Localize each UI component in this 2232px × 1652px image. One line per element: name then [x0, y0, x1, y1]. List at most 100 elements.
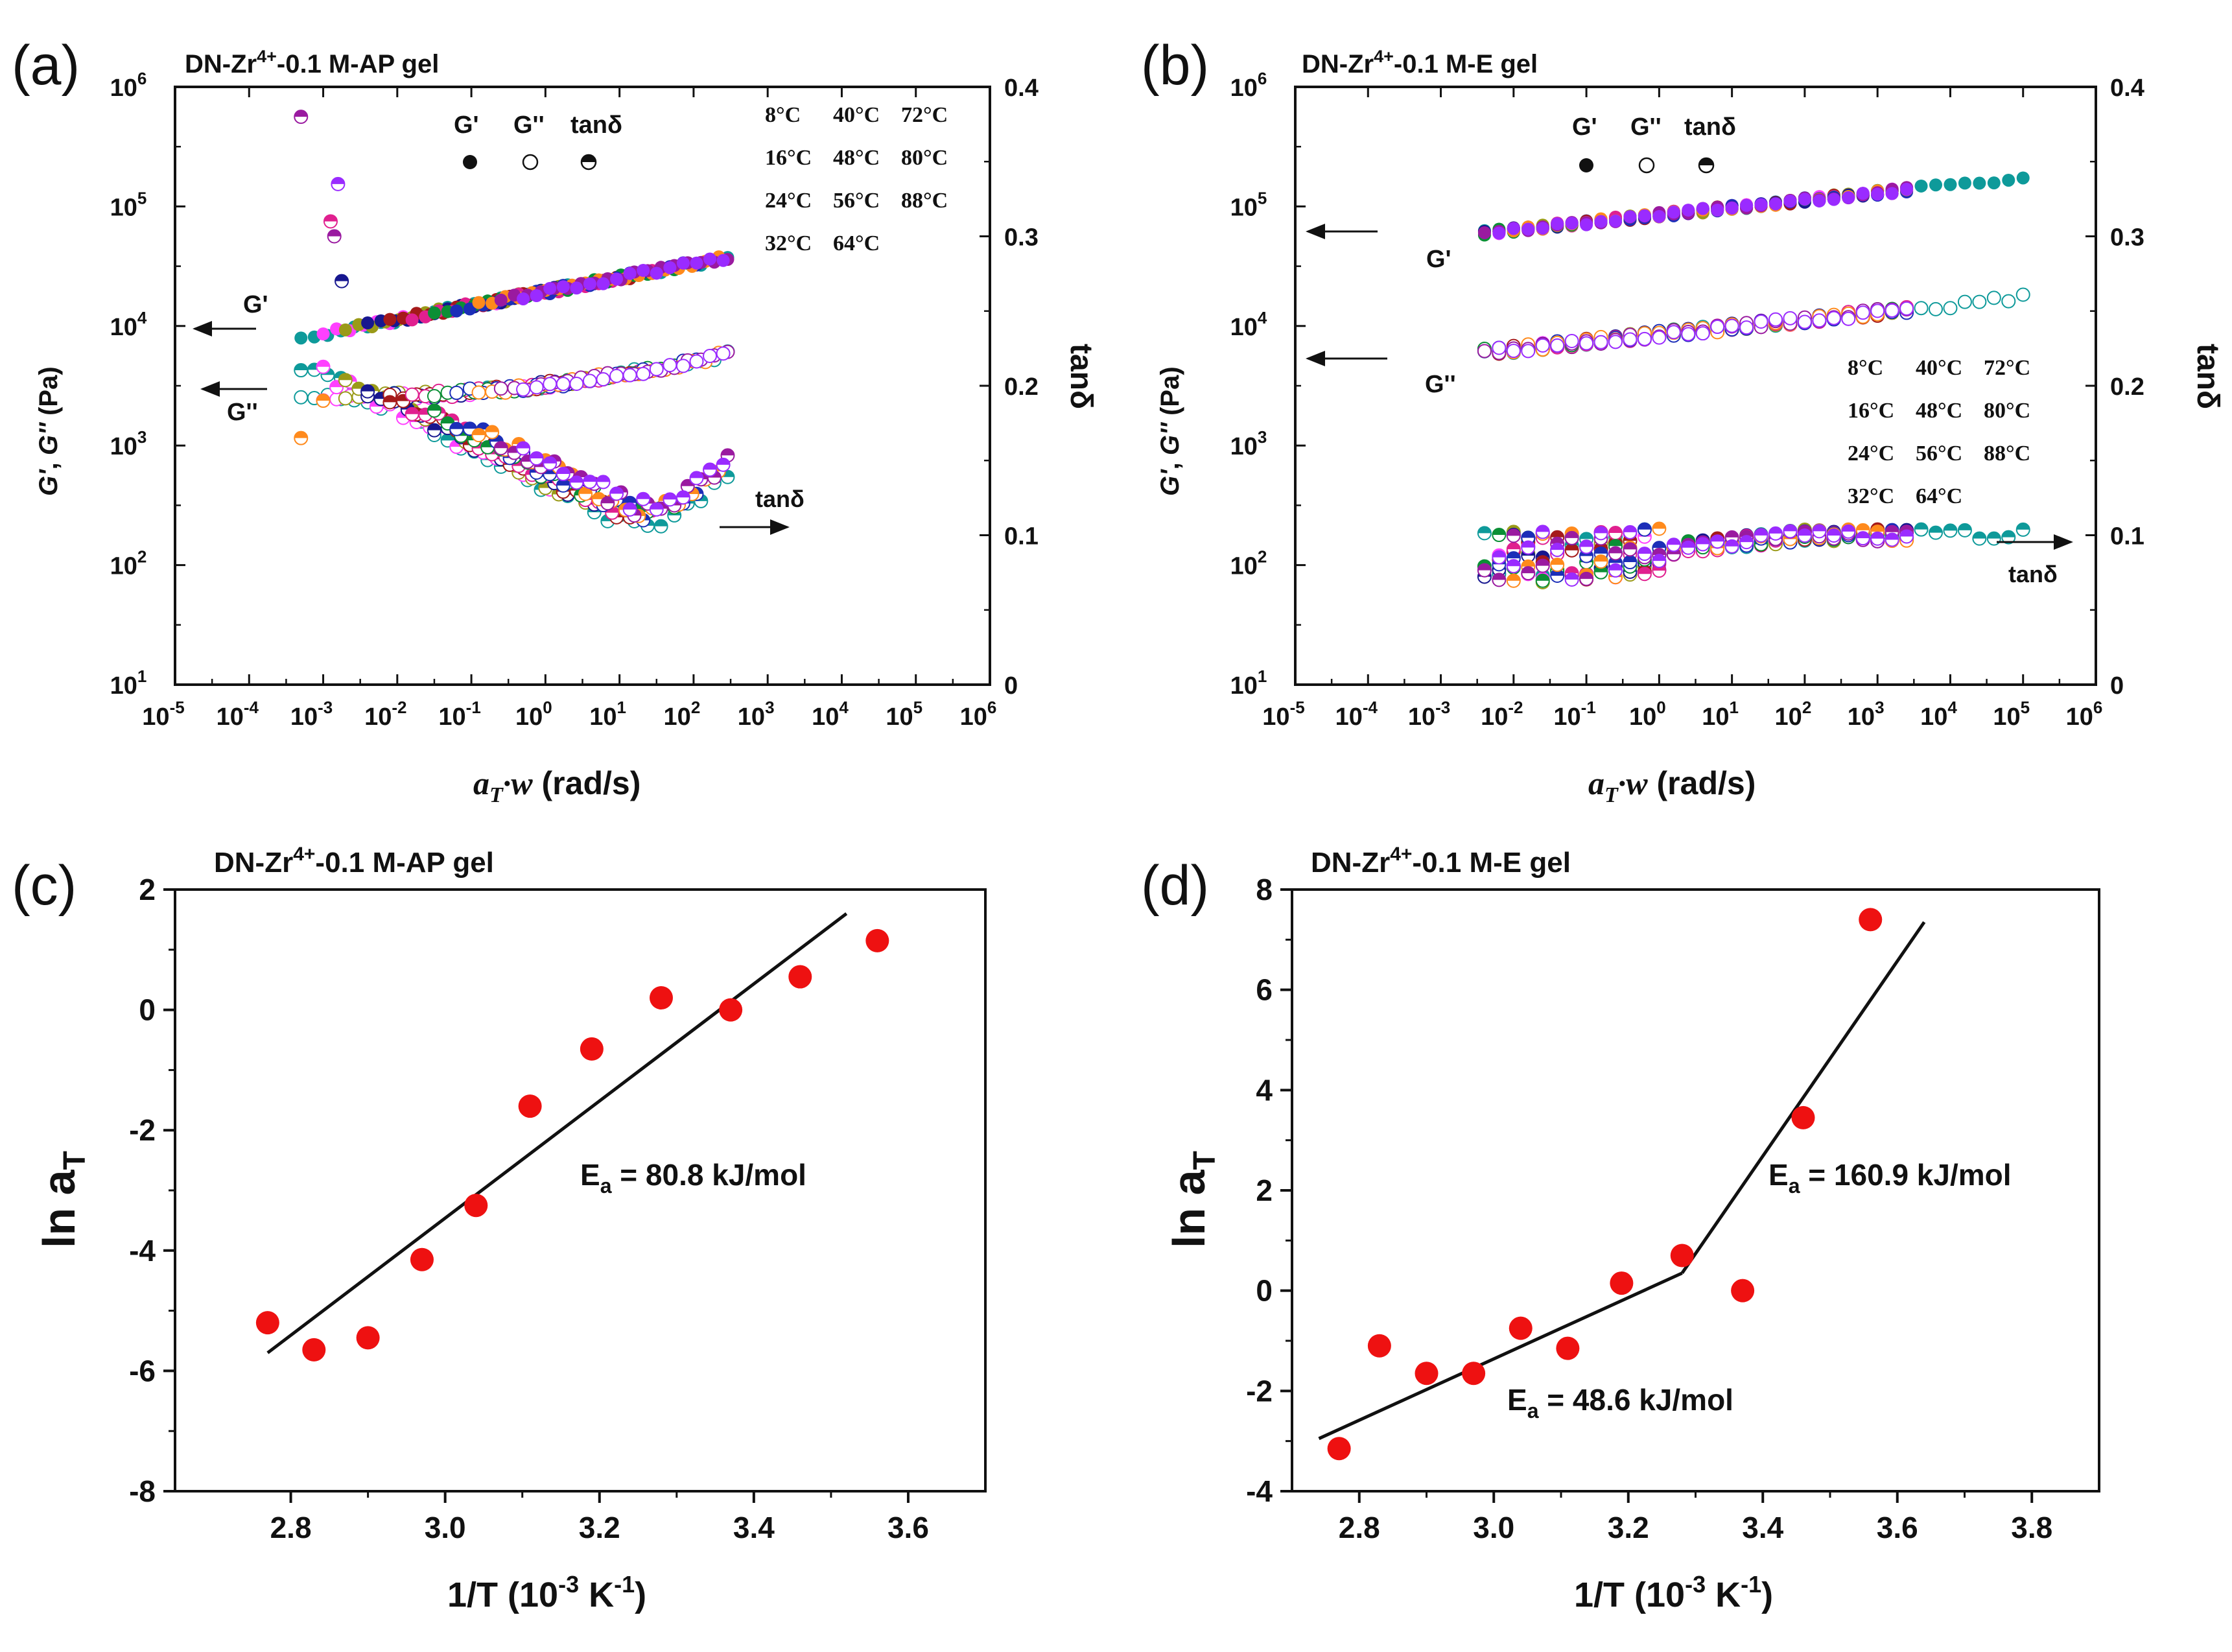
g-double-prime-point: [2015, 287, 2030, 302]
y2-axis-label: tanδ: [1064, 344, 1098, 409]
g-double-prime-point: [703, 348, 718, 363]
g-double-prime-point: [1710, 320, 1725, 335]
g-double-prime-point: [675, 359, 690, 373]
tan-delta-point: [485, 425, 500, 440]
x-tick-label: 103: [738, 698, 775, 731]
y-tick-label: 105: [1230, 188, 1267, 221]
temperature-legend-entry: 48°C: [1916, 399, 1962, 423]
g-double-prime-point: [1986, 290, 2001, 305]
panel-label: (a): [12, 34, 80, 97]
g-prime-point: [383, 313, 397, 326]
g-prime-point: [1565, 217, 1579, 230]
g-prime-point: [1973, 176, 1986, 190]
data-layer: [1318, 908, 1926, 1461]
g-double-prime-point: [338, 391, 353, 406]
tan-delta-point: [1521, 530, 1536, 545]
g-prime-point: [2016, 171, 2030, 185]
g-prime-point: [650, 266, 663, 280]
legend-gdoubleprime: G'': [1630, 113, 1662, 141]
data-point: [518, 1094, 542, 1118]
tan-delta-point: [1608, 546, 1623, 561]
temperature-legend-entry: 8°C: [1848, 356, 1883, 380]
data-point: [255, 1311, 279, 1335]
tan-delta-point: [1535, 558, 1550, 573]
g-double-prime-point: [1885, 303, 1899, 318]
temperature-legend-entry: 8°C: [765, 103, 801, 127]
x-tick-label: 105: [886, 698, 922, 731]
g-prime-point: [1580, 218, 1593, 231]
g-double-prime-point: [529, 380, 544, 395]
g-double-prime-point: [427, 388, 441, 403]
temperature-legend-entry: 40°C: [833, 103, 880, 127]
g-prime-point: [716, 254, 730, 267]
y-tick-label: 101: [110, 667, 147, 700]
y-tick-label: 0: [139, 993, 156, 1027]
x-tick-label: 102: [664, 698, 701, 731]
x-tick-label: 2.8: [270, 1511, 312, 1544]
annotation-gprime: G': [1306, 224, 1451, 273]
g-prime-point: [1477, 226, 1491, 239]
tan-delta-point: [1492, 528, 1507, 543]
data-layer: [1477, 171, 2030, 589]
g-prime-point: [1609, 214, 1622, 228]
g-prime-point: [1594, 215, 1608, 228]
y-tick-label: 106: [110, 69, 147, 102]
x-tick-label: 106: [960, 698, 997, 731]
temperature-legend-entry: 16°C: [1848, 399, 1894, 423]
g-prime-point: [596, 277, 610, 290]
y-tick-label: 8: [1256, 873, 1273, 906]
data-point: [1462, 1362, 1486, 1386]
g-prime-point: [494, 293, 508, 307]
temperature-legend-entry: 32°C: [1848, 484, 1894, 508]
g-prime-point: [623, 266, 637, 280]
tan-delta-point: [1754, 528, 1768, 543]
tan-delta-point: [1695, 537, 1710, 552]
temperature-legend-entry: 88°C: [901, 189, 948, 213]
legend-symbols: G' G'' tanδ: [1572, 113, 1736, 174]
data-layer: [255, 912, 889, 1362]
g-double-prime-point: [493, 381, 508, 396]
g-prime-point: [1667, 206, 1680, 219]
data-point: [1327, 1437, 1351, 1461]
g-prime-point: [610, 272, 624, 286]
panel-b: (b) DN-Zr4+-0.1 M-E gel 10-5 10-4 10-3 10-2…: [1141, 34, 2225, 807]
x-tick-label: 3.8: [2011, 1511, 2052, 1544]
x-tick-label: 10-1: [1553, 698, 1595, 731]
g-prime-point: [583, 277, 596, 290]
tan-delta-point: [1593, 526, 1608, 541]
annotation-tandelta: tanδ: [720, 486, 805, 535]
tan-delta-point: [1797, 528, 1812, 543]
tan-delta-point: [609, 486, 624, 501]
tan-delta-point: [675, 490, 690, 505]
data-point: [1731, 1279, 1755, 1303]
y-tick-label: 102: [110, 547, 147, 580]
tan-delta-point: [1929, 525, 1943, 540]
y-tick-label: 6: [1256, 973, 1273, 1007]
tan-delta-point: [1579, 571, 1594, 586]
legend-marker-filled: [1579, 158, 1593, 172]
g-double-prime-point: [1550, 338, 1565, 353]
g-prime-point: [1769, 197, 1782, 211]
tan-delta-point: [1652, 554, 1667, 569]
tan-delta-point: [1812, 524, 1827, 539]
g-prime-point: [1725, 202, 1739, 215]
annotation-tandelta: tanδ: [1997, 534, 2073, 587]
temperature-legend-entry: 24°C: [1848, 442, 1894, 466]
g-prime-point: [517, 292, 530, 305]
legend-marker-open: [522, 154, 539, 171]
panel-label: (d): [1141, 855, 1209, 917]
tan-delta-point: [1550, 558, 1565, 572]
tan-delta-point: [427, 403, 441, 418]
g-double-prime-point: [1564, 333, 1579, 348]
y2-tick-label: 0.1: [2110, 523, 2144, 550]
x-tick-label: 3.4: [1742, 1511, 1783, 1544]
legend-marker-filled: [463, 155, 477, 169]
tan-delta-point: [1739, 535, 1754, 550]
x-tick-label: 3.2: [1608, 1511, 1649, 1544]
g-prime-point: [294, 331, 308, 345]
y-tick-label: 104: [110, 308, 147, 341]
svg-text:tanδ: tanδ: [2008, 561, 2058, 587]
g-prime-point: [1929, 178, 1942, 192]
tan-delta-point: [1637, 547, 1652, 561]
x-tick-label: 103: [1848, 698, 1885, 731]
